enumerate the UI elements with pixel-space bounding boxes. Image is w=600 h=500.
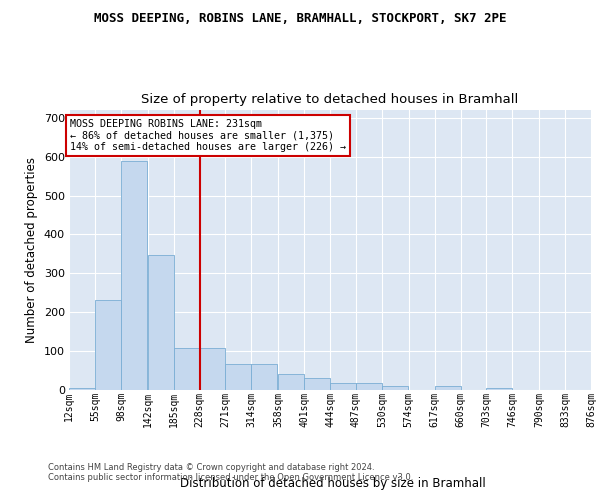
Bar <box>148 255 173 390</box>
Bar <box>173 348 199 390</box>
Bar <box>199 348 226 390</box>
Text: MOSS DEEPING ROBINS LANE: 231sqm
← 86% of detached houses are smaller (1,375)
14: MOSS DEEPING ROBINS LANE: 231sqm ← 86% o… <box>70 118 346 152</box>
Bar <box>69 388 95 390</box>
Text: Contains public sector information licensed under the Open Government Licence v3: Contains public sector information licen… <box>48 474 413 482</box>
Bar <box>356 383 382 390</box>
Y-axis label: Number of detached properties: Number of detached properties <box>25 157 38 343</box>
Bar <box>487 388 512 390</box>
Bar <box>382 386 408 390</box>
Text: Distribution of detached houses by size in Bramhall: Distribution of detached houses by size … <box>180 477 486 490</box>
Text: MOSS DEEPING, ROBINS LANE, BRAMHALL, STOCKPORT, SK7 2PE: MOSS DEEPING, ROBINS LANE, BRAMHALL, STO… <box>94 12 506 26</box>
Text: Contains HM Land Registry data © Crown copyright and database right 2024.: Contains HM Land Registry data © Crown c… <box>48 464 374 472</box>
Bar <box>278 374 304 390</box>
Bar <box>434 386 461 390</box>
Bar <box>226 364 251 390</box>
Bar <box>330 383 356 390</box>
Bar <box>121 160 147 390</box>
Bar <box>251 364 277 390</box>
Title: Size of property relative to detached houses in Bramhall: Size of property relative to detached ho… <box>142 93 518 106</box>
Bar <box>304 378 330 390</box>
Bar <box>95 300 121 390</box>
